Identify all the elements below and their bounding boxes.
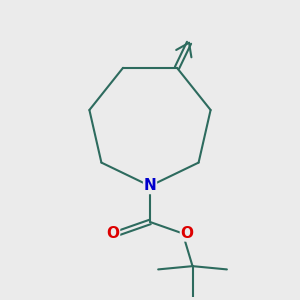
Text: O: O [106, 226, 119, 241]
Text: N: N [144, 178, 156, 194]
Text: O: O [181, 226, 194, 241]
